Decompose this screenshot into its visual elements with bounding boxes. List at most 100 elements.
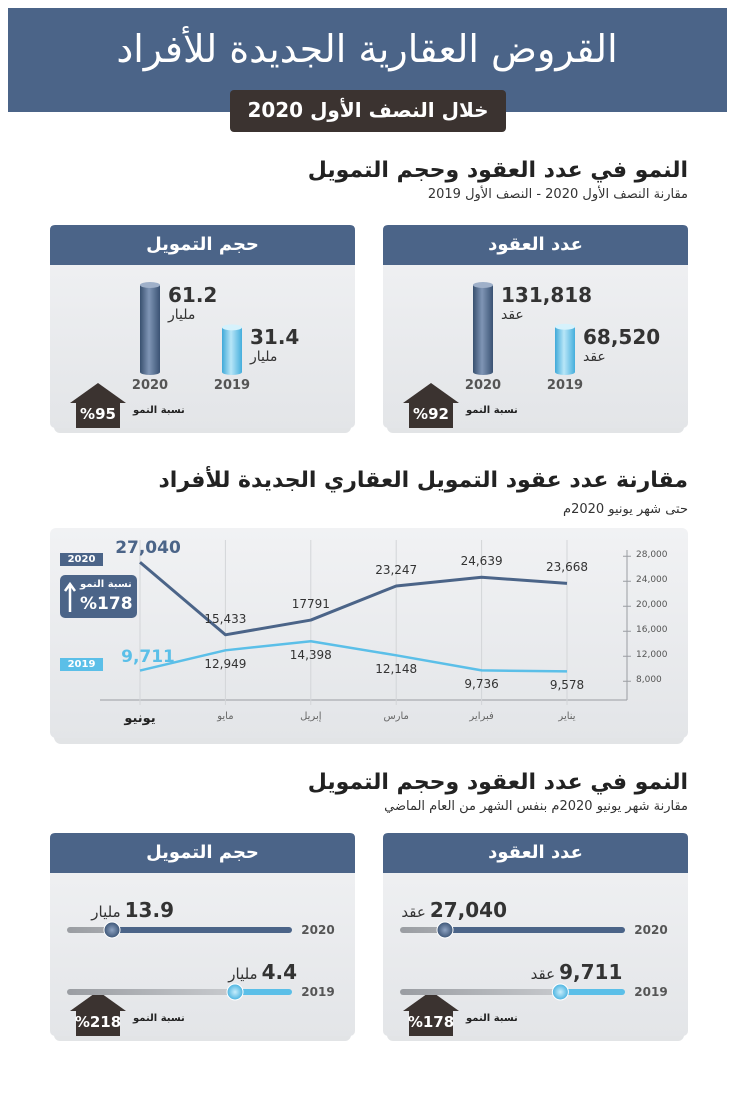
data-label: 27,040 [115, 538, 181, 559]
card-header [50, 225, 355, 265]
data-label: 17791 [291, 597, 330, 612]
cylinder-base [555, 369, 575, 375]
chart-panel [50, 528, 688, 738]
chart-subtitle: حتى شهر يونيو 2020م [563, 502, 688, 517]
growth-value: %218 [74, 1013, 122, 1031]
growth-label: نسبة النمو [80, 579, 132, 590]
card-title: حجم التمويل [146, 842, 259, 863]
card-body [383, 225, 688, 428]
x-tick-label: فبراير [469, 711, 494, 722]
item-value: 131,818 [501, 283, 593, 307]
growth-badge [403, 991, 459, 1036]
item-value-row: 27,040عقد [401, 900, 507, 920]
item-year: 2019 [546, 378, 584, 393]
item-year: 2019 [213, 378, 251, 393]
data-label: 15,433 [204, 611, 247, 626]
y-tick-label: 8,000 [636, 675, 662, 686]
growth-value: %95 [80, 405, 116, 423]
cylinder-top [222, 324, 242, 331]
item-unit: عقد [530, 965, 556, 983]
y-tick-label: 24,000 [636, 575, 668, 586]
item-year: 2019 [301, 985, 335, 999]
x-tick-label: يناير [558, 711, 576, 722]
y-tick-label: 16,000 [636, 625, 668, 636]
item-value-row: 4.4مليار [228, 962, 297, 982]
section-subtitle: مقارنة النصف الأول 2020 - النصف الأول 20… [427, 187, 688, 202]
item-year: 2020 [464, 378, 502, 393]
data-label: 23,668 [546, 560, 588, 575]
item-unit: مليار [168, 307, 196, 323]
item-value-row: 9,711عقد [531, 962, 623, 982]
y-tick-label: 28,000 [636, 550, 668, 561]
legend-label: 2019 [67, 659, 96, 670]
chart-title: مقارنة عدد عقود التمويل العقاري الجديدة … [158, 468, 688, 493]
item-unit: عقد [401, 903, 426, 921]
card-header [50, 833, 355, 873]
item-value-row: 13.9مليار [91, 900, 174, 920]
cylinder [222, 327, 242, 372]
item-year: 2019 [634, 985, 668, 999]
growth-label: نسبة النمو [466, 405, 518, 416]
item-value: 31.4 [250, 325, 300, 350]
data-label: 24,639 [460, 554, 503, 569]
data-label: 12,148 [375, 662, 418, 677]
item-year: 2020 [131, 378, 169, 393]
item-value: 9,711 [559, 960, 623, 984]
series-line [139, 561, 568, 637]
item-unit: مليار [228, 965, 258, 983]
card-body [50, 225, 355, 428]
legend-swatch [60, 553, 103, 566]
legend-swatch [60, 658, 103, 671]
slider-knob [226, 983, 244, 1001]
x-tick-label: مارس [383, 711, 409, 722]
item-value: 13.9 [124, 898, 174, 922]
legend-label: 2020 [67, 554, 96, 565]
cylinder-top [140, 282, 160, 288]
card-title: عدد العقود [488, 234, 583, 255]
cylinder-top [555, 323, 575, 330]
x-tick-label: يونيو [124, 711, 156, 726]
cylinder-base [222, 369, 242, 375]
item-value: 68,520 [583, 324, 661, 349]
series-line [139, 640, 568, 673]
cylinder-base [473, 369, 493, 375]
growth-value: %178 [80, 594, 133, 614]
growth-callout [60, 575, 137, 618]
slider-fill [112, 927, 292, 933]
subtitle-box [230, 90, 506, 132]
slider-fill [235, 989, 292, 995]
card-header [383, 225, 688, 265]
x-tick-label: مايو [217, 711, 234, 722]
growth-value: %178 [407, 1013, 455, 1031]
section-title: النمو في عدد العقود وحجم التمويل [307, 770, 688, 795]
growth-badge [403, 383, 459, 428]
data-label: 23,247 [375, 562, 418, 577]
card-title: عدد العقود [488, 842, 583, 863]
x-tick-label: إبريل [300, 711, 322, 722]
cylinder-base [140, 369, 160, 375]
slider-knob [436, 921, 454, 939]
growth-label: نسبة النمو [466, 1013, 518, 1024]
growth-label: نسبة النمو [133, 1013, 185, 1024]
data-label: 9,578 [549, 678, 585, 693]
growth-badge [70, 383, 126, 428]
item-value: 61.2 [168, 283, 218, 307]
data-label: 14,398 [289, 648, 332, 663]
page-subtitle: خلال النصف الأول 2020 [247, 98, 489, 122]
item-unit: مليار [250, 349, 278, 366]
data-label: 12,949 [204, 657, 247, 672]
y-tick-label: 12,000 [636, 650, 668, 661]
data-label: 9,736 [464, 677, 499, 692]
section-subtitle: مقارنة شهر يونيو 2020م بنفس الشهر من الع… [384, 799, 688, 814]
slider-knob [551, 983, 569, 1001]
data-label: 9,711 [121, 646, 175, 667]
item-unit: مليار [91, 903, 121, 921]
section-title: النمو في عدد العقود وحجم التمويل [307, 158, 688, 183]
slider-fill [560, 989, 625, 995]
item-unit: عقد [501, 307, 524, 323]
slider-fill [445, 927, 625, 933]
card-title: حجم التمويل [146, 234, 259, 255]
growth-badge [70, 991, 126, 1036]
